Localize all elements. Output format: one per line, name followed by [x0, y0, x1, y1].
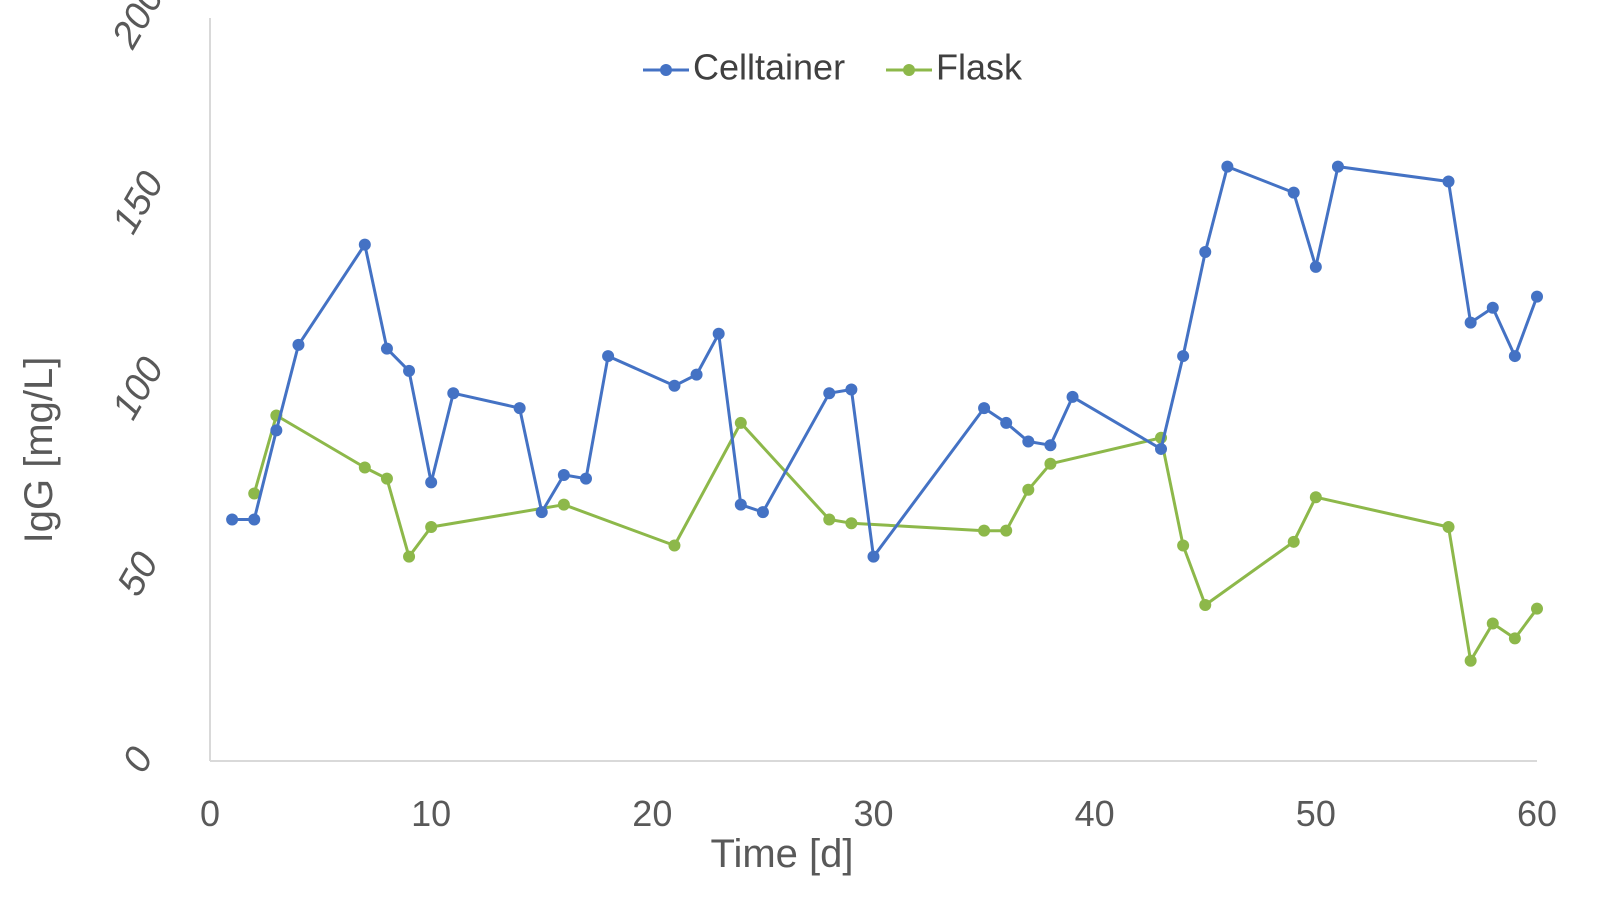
data-point-flask: [1508, 632, 1521, 645]
x-tick-label: 0: [200, 793, 220, 834]
legend-item-flask: Flask: [886, 47, 1023, 88]
y-axis-title: IgG [mg/L]: [17, 357, 61, 544]
data-point-celltainer: [756, 506, 769, 519]
data-point-celltainer: [978, 402, 991, 415]
data-point-celltainer: [270, 424, 283, 437]
x-tick-labels: 0 10 20 30 40 50 60: [200, 793, 1557, 834]
series-line-celltainer: [232, 165, 1539, 559]
x-tick-label: 40: [1075, 793, 1115, 834]
series-layer: [226, 160, 1543, 667]
data-point-flask: [668, 539, 681, 552]
data-point-celltainer: [668, 379, 681, 392]
legend-item-celltainer: Celltainer: [643, 47, 845, 88]
data-point-celltainer: [690, 368, 703, 381]
y-tick-labels: 0 50 100 150 200: [104, 0, 173, 780]
data-point-celltainer: [1177, 350, 1190, 363]
y-tick-label: 200: [104, 0, 173, 56]
data-point-celltainer: [579, 472, 592, 485]
data-point-celltainer: [292, 338, 305, 351]
data-point-celltainer: [602, 350, 615, 363]
data-point-celltainer: [1199, 246, 1212, 259]
data-point-celltainer: [358, 238, 371, 251]
x-tick-label: 20: [632, 793, 672, 834]
data-point-celltainer: [867, 550, 880, 563]
y-tick-label: 50: [110, 545, 168, 603]
data-point-flask: [1199, 598, 1212, 611]
data-point-celltainer: [1221, 160, 1234, 173]
data-point-flask: [380, 472, 393, 485]
data-point-celltainer: [1309, 260, 1322, 273]
data-point-flask: [358, 461, 371, 474]
data-point-flask: [1000, 524, 1013, 537]
data-point-celltainer: [1486, 301, 1499, 314]
data-point-celltainer: [226, 513, 239, 526]
data-point-flask: [557, 498, 570, 511]
data-point-celltainer: [845, 383, 858, 396]
data-point-flask: [1044, 457, 1057, 470]
series-line-flask: [252, 414, 1539, 663]
data-point-flask: [1287, 535, 1300, 548]
data-point-celltainer: [1066, 390, 1079, 403]
data-point-celltainer: [1508, 350, 1521, 363]
data-point-celltainer: [1442, 175, 1455, 188]
data-point-celltainer: [734, 498, 747, 511]
data-point-celltainer: [1155, 442, 1168, 455]
data-point-celltainer: [823, 387, 836, 400]
data-point-celltainer: [1331, 160, 1344, 173]
data-point-celltainer: [712, 327, 725, 340]
data-point-flask: [978, 524, 991, 537]
legend-marker-flask: [903, 64, 915, 76]
x-tick-label: 30: [853, 793, 893, 834]
data-point-celltainer: [1000, 416, 1013, 429]
data-point-flask: [1309, 491, 1322, 504]
data-point-celltainer: [557, 468, 570, 481]
data-point-flask: [1177, 539, 1190, 552]
data-point-celltainer: [513, 402, 526, 415]
data-point-flask: [1531, 602, 1543, 615]
data-point-flask: [845, 517, 858, 530]
data-point-celltainer: [380, 342, 393, 355]
x-tick-label: 60: [1517, 793, 1557, 834]
data-point-flask: [248, 487, 261, 500]
data-point-flask: [1464, 654, 1477, 667]
x-axis-title: Time [d]: [711, 832, 854, 876]
data-point-celltainer: [425, 476, 438, 489]
data-point-celltainer: [1044, 439, 1057, 452]
data-point-celltainer: [403, 364, 416, 377]
y-tick-label: 100: [104, 351, 172, 427]
data-point-flask: [734, 416, 747, 429]
y-tick-label: 0: [115, 740, 162, 779]
data-point-celltainer: [248, 513, 261, 526]
data-point-flask: [1486, 617, 1499, 630]
series-celltainer: [226, 160, 1543, 563]
data-point-celltainer: [1531, 290, 1543, 303]
data-point-flask: [425, 520, 438, 533]
legend-marker-celltainer: [660, 64, 672, 76]
legend-label-flask: Flask: [936, 47, 1023, 88]
series-flask: [248, 409, 1543, 667]
y-tick-label: 150: [104, 165, 172, 241]
data-point-celltainer: [1022, 435, 1035, 448]
x-tick-label: 50: [1296, 793, 1336, 834]
data-point-celltainer: [1464, 316, 1477, 329]
data-point-celltainer: [447, 387, 460, 400]
legend: Celltainer Flask: [643, 47, 1023, 88]
data-point-celltainer: [535, 506, 548, 519]
data-point-celltainer: [1287, 186, 1300, 199]
data-point-flask: [823, 513, 836, 526]
x-tick-label: 10: [411, 793, 451, 834]
data-point-flask: [403, 550, 416, 563]
data-point-flask: [1022, 483, 1035, 496]
legend-label-celltainer: Celltainer: [693, 47, 845, 88]
data-point-flask: [1442, 520, 1455, 533]
